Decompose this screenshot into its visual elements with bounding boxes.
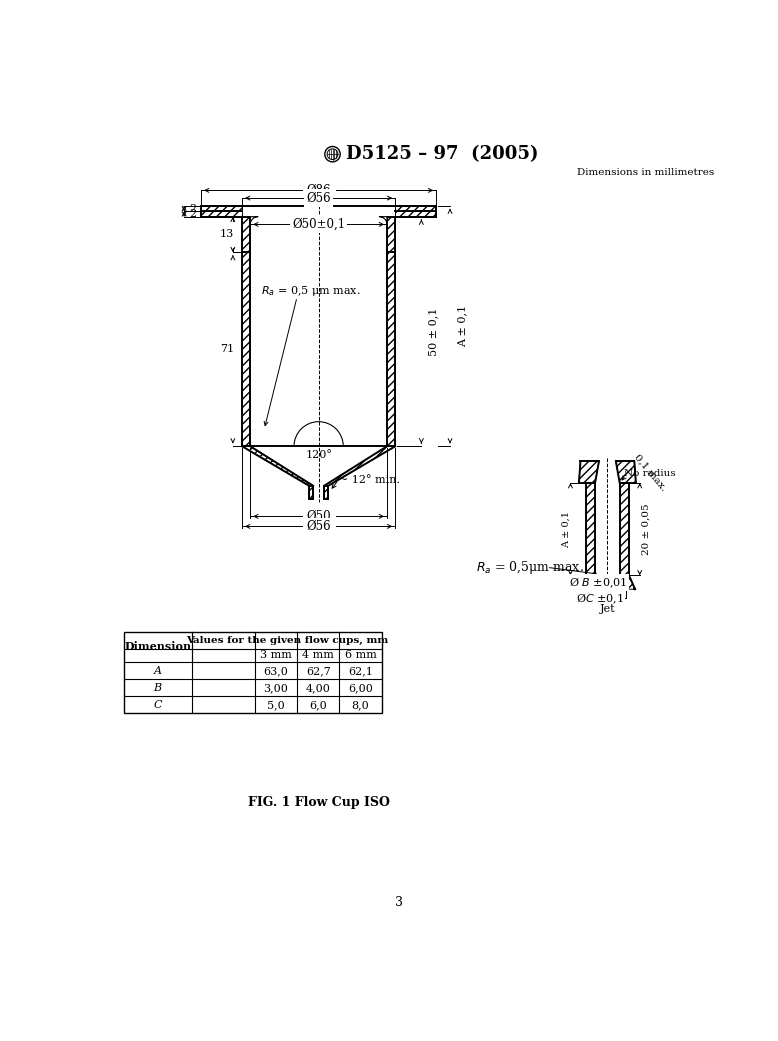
- Polygon shape: [242, 217, 251, 252]
- Text: 3,00: 3,00: [264, 683, 289, 693]
- Text: 71: 71: [219, 345, 233, 354]
- Text: No radius: No radius: [623, 469, 675, 478]
- Text: A ± 0,1: A ± 0,1: [561, 511, 570, 548]
- Text: Ø86: Ø86: [307, 184, 331, 197]
- Text: 4 mm: 4 mm: [303, 651, 335, 660]
- Text: Jet: Jet: [600, 604, 615, 614]
- Polygon shape: [387, 217, 395, 252]
- Text: 4,00: 4,00: [306, 683, 331, 693]
- Text: Ø50±0,1: Ø50±0,1: [292, 218, 345, 231]
- Polygon shape: [395, 206, 436, 217]
- Text: Ø $B$ ±0,01: Ø $B$ ±0,01: [569, 575, 627, 589]
- Text: 63,0: 63,0: [264, 666, 289, 676]
- Polygon shape: [309, 486, 314, 500]
- Text: ~ 12° min.: ~ 12° min.: [339, 475, 401, 485]
- Polygon shape: [324, 447, 395, 486]
- Text: C: C: [153, 700, 162, 710]
- Polygon shape: [251, 217, 258, 225]
- Bar: [124, 632, 382, 713]
- Text: 2: 2: [189, 203, 196, 213]
- Text: Dimensions in millimetres: Dimensions in millimetres: [576, 169, 714, 177]
- Text: Ø50: Ø50: [307, 510, 331, 523]
- Text: Ø56: Ø56: [307, 519, 331, 533]
- Text: 5,0: 5,0: [267, 700, 285, 710]
- Text: 0,1 max.: 0,1 max.: [632, 452, 668, 492]
- Text: Ø56: Ø56: [307, 192, 331, 205]
- Polygon shape: [242, 447, 314, 486]
- Text: 2: 2: [189, 209, 196, 219]
- Polygon shape: [586, 483, 595, 576]
- Text: 3 mm: 3 mm: [260, 651, 292, 660]
- Text: 62,1: 62,1: [349, 666, 373, 676]
- Text: A ± 0,1: A ± 0,1: [457, 305, 467, 347]
- Polygon shape: [580, 576, 595, 589]
- Text: 13: 13: [219, 229, 234, 239]
- Polygon shape: [620, 576, 635, 589]
- Text: FIG. 1 Flow Cup ISO: FIG. 1 Flow Cup ISO: [247, 796, 390, 809]
- Text: $R_a$ = 0,5 μm max.: $R_a$ = 0,5 μm max.: [261, 284, 361, 298]
- Polygon shape: [201, 206, 242, 217]
- Polygon shape: [579, 461, 599, 483]
- Text: 3: 3: [394, 896, 403, 909]
- Text: 62,7: 62,7: [306, 666, 331, 676]
- Polygon shape: [620, 483, 629, 576]
- Text: Values for the given flow cups, mm: Values for the given flow cups, mm: [186, 636, 387, 644]
- Text: 50 ± 0,1: 50 ± 0,1: [429, 307, 438, 356]
- Text: D5125 – 97  (2005): D5125 – 97 (2005): [345, 145, 538, 163]
- Polygon shape: [242, 252, 251, 447]
- Polygon shape: [387, 252, 395, 447]
- Text: Dimension: Dimension: [124, 641, 191, 653]
- Text: $R_a$ = 0,5μm max.: $R_a$ = 0,5μm max.: [476, 559, 584, 576]
- Text: A: A: [154, 666, 162, 676]
- Text: 6 mm: 6 mm: [345, 651, 377, 660]
- Text: B: B: [153, 683, 162, 693]
- Text: 6,00: 6,00: [349, 683, 373, 693]
- Polygon shape: [324, 486, 328, 500]
- Text: 6,0: 6,0: [310, 700, 327, 710]
- Polygon shape: [616, 461, 636, 483]
- Polygon shape: [379, 217, 387, 225]
- Text: 8,0: 8,0: [352, 700, 370, 710]
- Text: 120°: 120°: [305, 450, 332, 460]
- Text: Ø$C$ ±0,1: Ø$C$ ±0,1: [576, 591, 624, 606]
- Text: 20 ± 0,05: 20 ± 0,05: [641, 504, 650, 555]
